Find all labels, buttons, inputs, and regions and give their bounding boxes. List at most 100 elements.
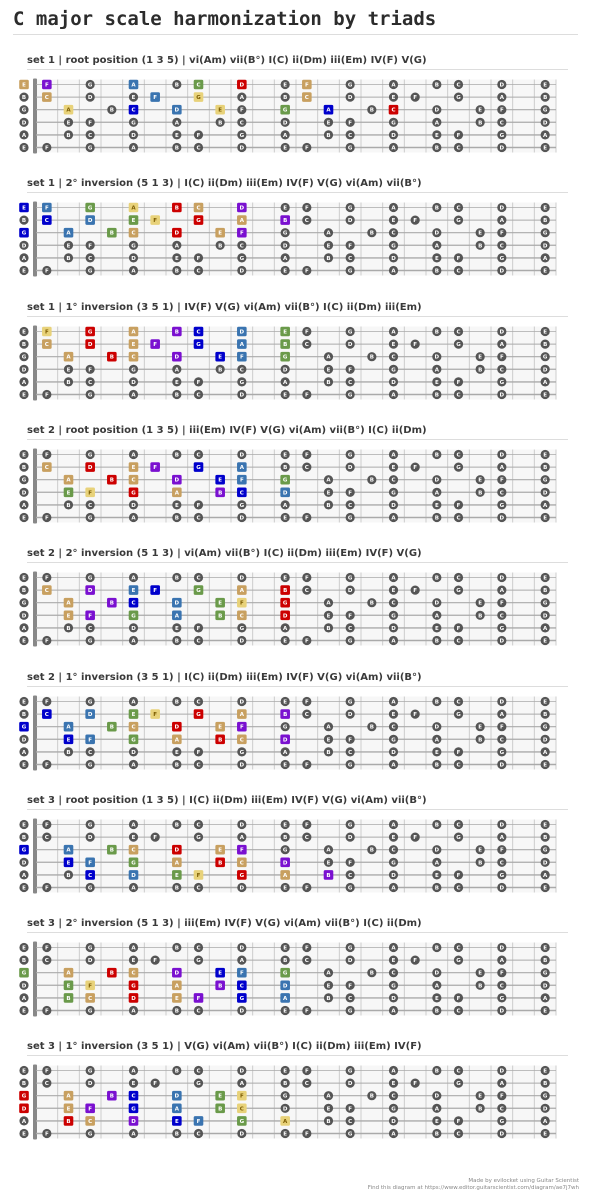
svg-text:E: E bbox=[22, 946, 26, 952]
svg-text:D: D bbox=[435, 601, 440, 607]
note-a-marker: A bbox=[63, 1091, 74, 1101]
svg-text:F: F bbox=[45, 515, 49, 521]
svg-text:A: A bbox=[435, 244, 440, 250]
note-f-marker: F bbox=[497, 721, 507, 731]
note-g-marker: G bbox=[128, 857, 139, 867]
note-a-marker: A bbox=[237, 462, 247, 472]
svg-text:B: B bbox=[435, 329, 439, 335]
svg-text:B: B bbox=[435, 146, 439, 152]
note-a-marker: A bbox=[432, 610, 442, 621]
note-c-marker: C bbox=[453, 326, 464, 336]
note-a-marker: A bbox=[128, 449, 139, 459]
svg-text:D: D bbox=[348, 588, 353, 594]
note-b-marker: B bbox=[367, 968, 377, 978]
note-d-marker: D bbox=[497, 449, 507, 459]
svg-text:G: G bbox=[456, 958, 461, 964]
svg-text:G: G bbox=[88, 392, 93, 398]
note-c-marker: C bbox=[85, 623, 95, 633]
note-d-marker: D bbox=[432, 844, 442, 855]
note-e-marker: E bbox=[172, 1116, 182, 1127]
svg-text:B: B bbox=[478, 983, 482, 989]
note-c-marker: C bbox=[85, 253, 95, 263]
svg-text:G: G bbox=[456, 835, 461, 841]
note-g-marker: G bbox=[540, 1091, 550, 1101]
svg-text:D: D bbox=[240, 269, 245, 275]
svg-text:F: F bbox=[305, 576, 309, 582]
note-e-marker: E bbox=[475, 105, 485, 115]
svg-text:C: C bbox=[305, 958, 309, 964]
svg-text:F: F bbox=[413, 342, 417, 348]
svg-text:E: E bbox=[283, 392, 287, 398]
note-b-marker: B bbox=[172, 759, 182, 769]
svg-text:B: B bbox=[326, 503, 330, 509]
note-d-marker: D bbox=[497, 573, 507, 583]
diagram-9: set 3 | 1° inversion (3 5 1) | V(G) vi(A… bbox=[0, 1041, 591, 1166]
note-g-marker: G bbox=[193, 462, 204, 472]
note-c-marker: C bbox=[302, 585, 312, 595]
note-a-marker: A bbox=[388, 79, 399, 90]
svg-text:D: D bbox=[348, 95, 353, 101]
note-b-marker: B bbox=[107, 474, 117, 485]
svg-text:C: C bbox=[456, 329, 460, 335]
svg-text:A: A bbox=[435, 120, 440, 126]
svg-text:D: D bbox=[391, 1119, 396, 1125]
svg-text:G: G bbox=[456, 465, 461, 471]
note-e-marker: E bbox=[63, 610, 74, 621]
note-a-marker: A bbox=[432, 1104, 442, 1114]
svg-text:C: C bbox=[305, 588, 309, 594]
footer-link[interactable]: Find this diagram at https://www.editor.… bbox=[367, 1185, 579, 1191]
note-d-marker: D bbox=[237, 759, 247, 769]
note-f-marker: F bbox=[410, 709, 420, 719]
svg-text:B: B bbox=[218, 490, 222, 496]
svg-text:D: D bbox=[283, 613, 288, 619]
svg-text:B: B bbox=[435, 639, 439, 645]
svg-text:E: E bbox=[218, 971, 222, 977]
note-c-marker: C bbox=[193, 942, 204, 953]
svg-text:A: A bbox=[543, 503, 548, 509]
note-g-marker: G bbox=[19, 598, 29, 608]
svg-text:E: E bbox=[22, 515, 26, 521]
svg-text:F: F bbox=[88, 120, 92, 126]
svg-text:B: B bbox=[66, 503, 70, 509]
svg-text:E: E bbox=[543, 392, 547, 398]
svg-text:C: C bbox=[305, 218, 309, 224]
note-a-marker: A bbox=[63, 474, 74, 485]
svg-text:D: D bbox=[88, 465, 93, 471]
note-d-marker: D bbox=[19, 980, 29, 990]
svg-text:F: F bbox=[305, 392, 309, 398]
svg-text:A: A bbox=[391, 515, 396, 521]
note-d-marker: D bbox=[280, 240, 290, 251]
svg-text:D: D bbox=[175, 478, 180, 484]
note-b-marker: B bbox=[172, 1005, 182, 1016]
note-a-marker: A bbox=[388, 573, 399, 583]
note-e-marker: E bbox=[540, 1005, 550, 1016]
svg-text:A: A bbox=[22, 749, 27, 755]
svg-text:E: E bbox=[22, 699, 26, 705]
diagram-6: set 2 | 1° inversion (3 5 1) | I(C) ii(D… bbox=[0, 672, 591, 797]
note-e-marker: E bbox=[128, 1078, 139, 1089]
svg-text:G: G bbox=[196, 588, 201, 594]
svg-text:A: A bbox=[240, 835, 245, 841]
note-e-marker: E bbox=[475, 844, 485, 855]
svg-text:G: G bbox=[456, 712, 461, 718]
svg-text:C: C bbox=[240, 983, 244, 989]
note-a-marker: A bbox=[388, 449, 399, 459]
svg-text:C: C bbox=[240, 860, 244, 866]
note-e-marker: E bbox=[63, 980, 74, 991]
note-e-marker: E bbox=[63, 364, 74, 374]
note-c-marker: C bbox=[85, 746, 95, 756]
svg-text:E: E bbox=[435, 256, 439, 262]
svg-text:G: G bbox=[456, 95, 461, 101]
svg-text:G: G bbox=[22, 354, 27, 360]
note-g-marker: G bbox=[85, 202, 95, 213]
note-g-marker: G bbox=[345, 79, 355, 90]
note-b-marker: B bbox=[432, 326, 442, 336]
svg-text:E: E bbox=[478, 231, 482, 237]
svg-text:E: E bbox=[327, 613, 331, 619]
note-d-marker: D bbox=[85, 585, 95, 596]
note-b-marker: B bbox=[19, 462, 29, 472]
svg-text:F: F bbox=[413, 958, 417, 964]
note-d-marker: D bbox=[540, 734, 550, 744]
svg-text:G: G bbox=[348, 576, 353, 582]
svg-text:F: F bbox=[305, 699, 309, 705]
